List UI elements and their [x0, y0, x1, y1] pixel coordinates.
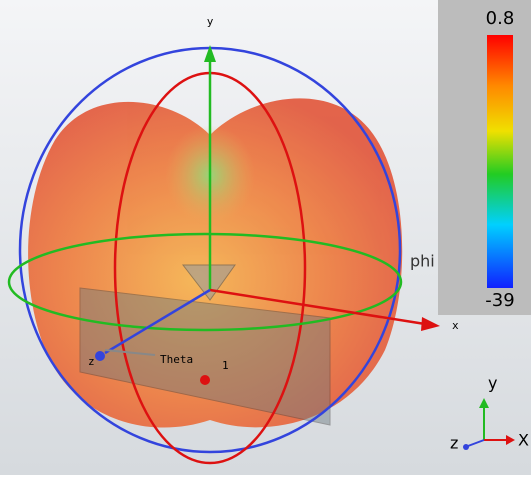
colorbar: 0.8 -39: [438, 0, 531, 315]
triad-y: y: [488, 374, 497, 393]
triad-z: z: [450, 434, 458, 453]
phi-label: phi: [410, 252, 435, 271]
z-label: z: [88, 355, 95, 368]
color-scale: [487, 35, 513, 288]
origin-marker: [200, 375, 210, 385]
colorbar-min: -39: [485, 290, 514, 311]
z-arrow: [95, 351, 105, 361]
triad-x: X: [518, 431, 529, 450]
colorbar-max: 0.8: [486, 8, 515, 29]
viewport: y x z Theta 1 phi y X z 0.8 -39: [0, 0, 531, 475]
y-label: y: [207, 15, 214, 28]
x-label: x: [452, 319, 459, 332]
marker-label: 1: [222, 359, 229, 372]
theta-label: Theta: [160, 353, 193, 366]
